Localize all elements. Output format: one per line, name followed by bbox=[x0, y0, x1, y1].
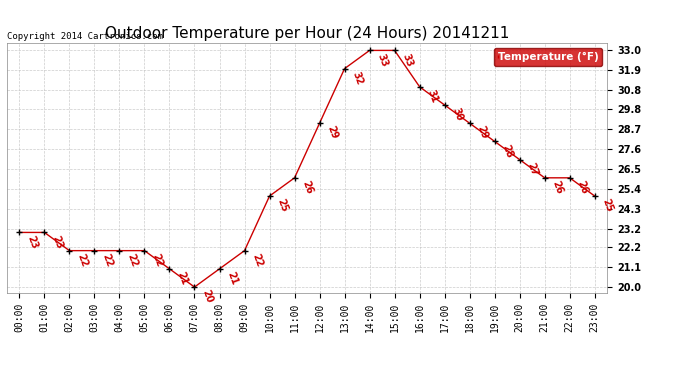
Text: 32: 32 bbox=[350, 70, 364, 86]
Text: 23: 23 bbox=[25, 234, 39, 250]
Text: 26: 26 bbox=[300, 179, 314, 195]
Text: 26: 26 bbox=[550, 179, 564, 195]
Text: 30: 30 bbox=[450, 106, 464, 123]
Text: 29: 29 bbox=[325, 124, 339, 141]
Text: 23: 23 bbox=[50, 234, 64, 250]
Text: 33: 33 bbox=[375, 52, 389, 68]
Text: 26: 26 bbox=[575, 179, 589, 195]
Text: 27: 27 bbox=[525, 161, 539, 177]
Text: 21: 21 bbox=[175, 270, 189, 286]
Text: 25: 25 bbox=[600, 197, 614, 213]
Text: 28: 28 bbox=[500, 143, 514, 159]
Text: 33: 33 bbox=[400, 52, 414, 68]
Text: 22: 22 bbox=[75, 252, 89, 268]
Text: 22: 22 bbox=[100, 252, 114, 268]
Title: Outdoor Temperature per Hour (24 Hours) 20141211: Outdoor Temperature per Hour (24 Hours) … bbox=[105, 26, 509, 40]
Text: 25: 25 bbox=[275, 197, 289, 213]
Text: 31: 31 bbox=[425, 88, 439, 104]
Text: 21: 21 bbox=[225, 270, 239, 286]
Text: 22: 22 bbox=[150, 252, 164, 268]
Text: Copyright 2014 Cartronics.com: Copyright 2014 Cartronics.com bbox=[7, 32, 163, 40]
Text: 29: 29 bbox=[475, 124, 489, 141]
Text: 22: 22 bbox=[250, 252, 264, 268]
Text: 22: 22 bbox=[125, 252, 139, 268]
Legend: Temperature (°F): Temperature (°F) bbox=[494, 48, 602, 66]
Text: 20: 20 bbox=[200, 288, 214, 304]
